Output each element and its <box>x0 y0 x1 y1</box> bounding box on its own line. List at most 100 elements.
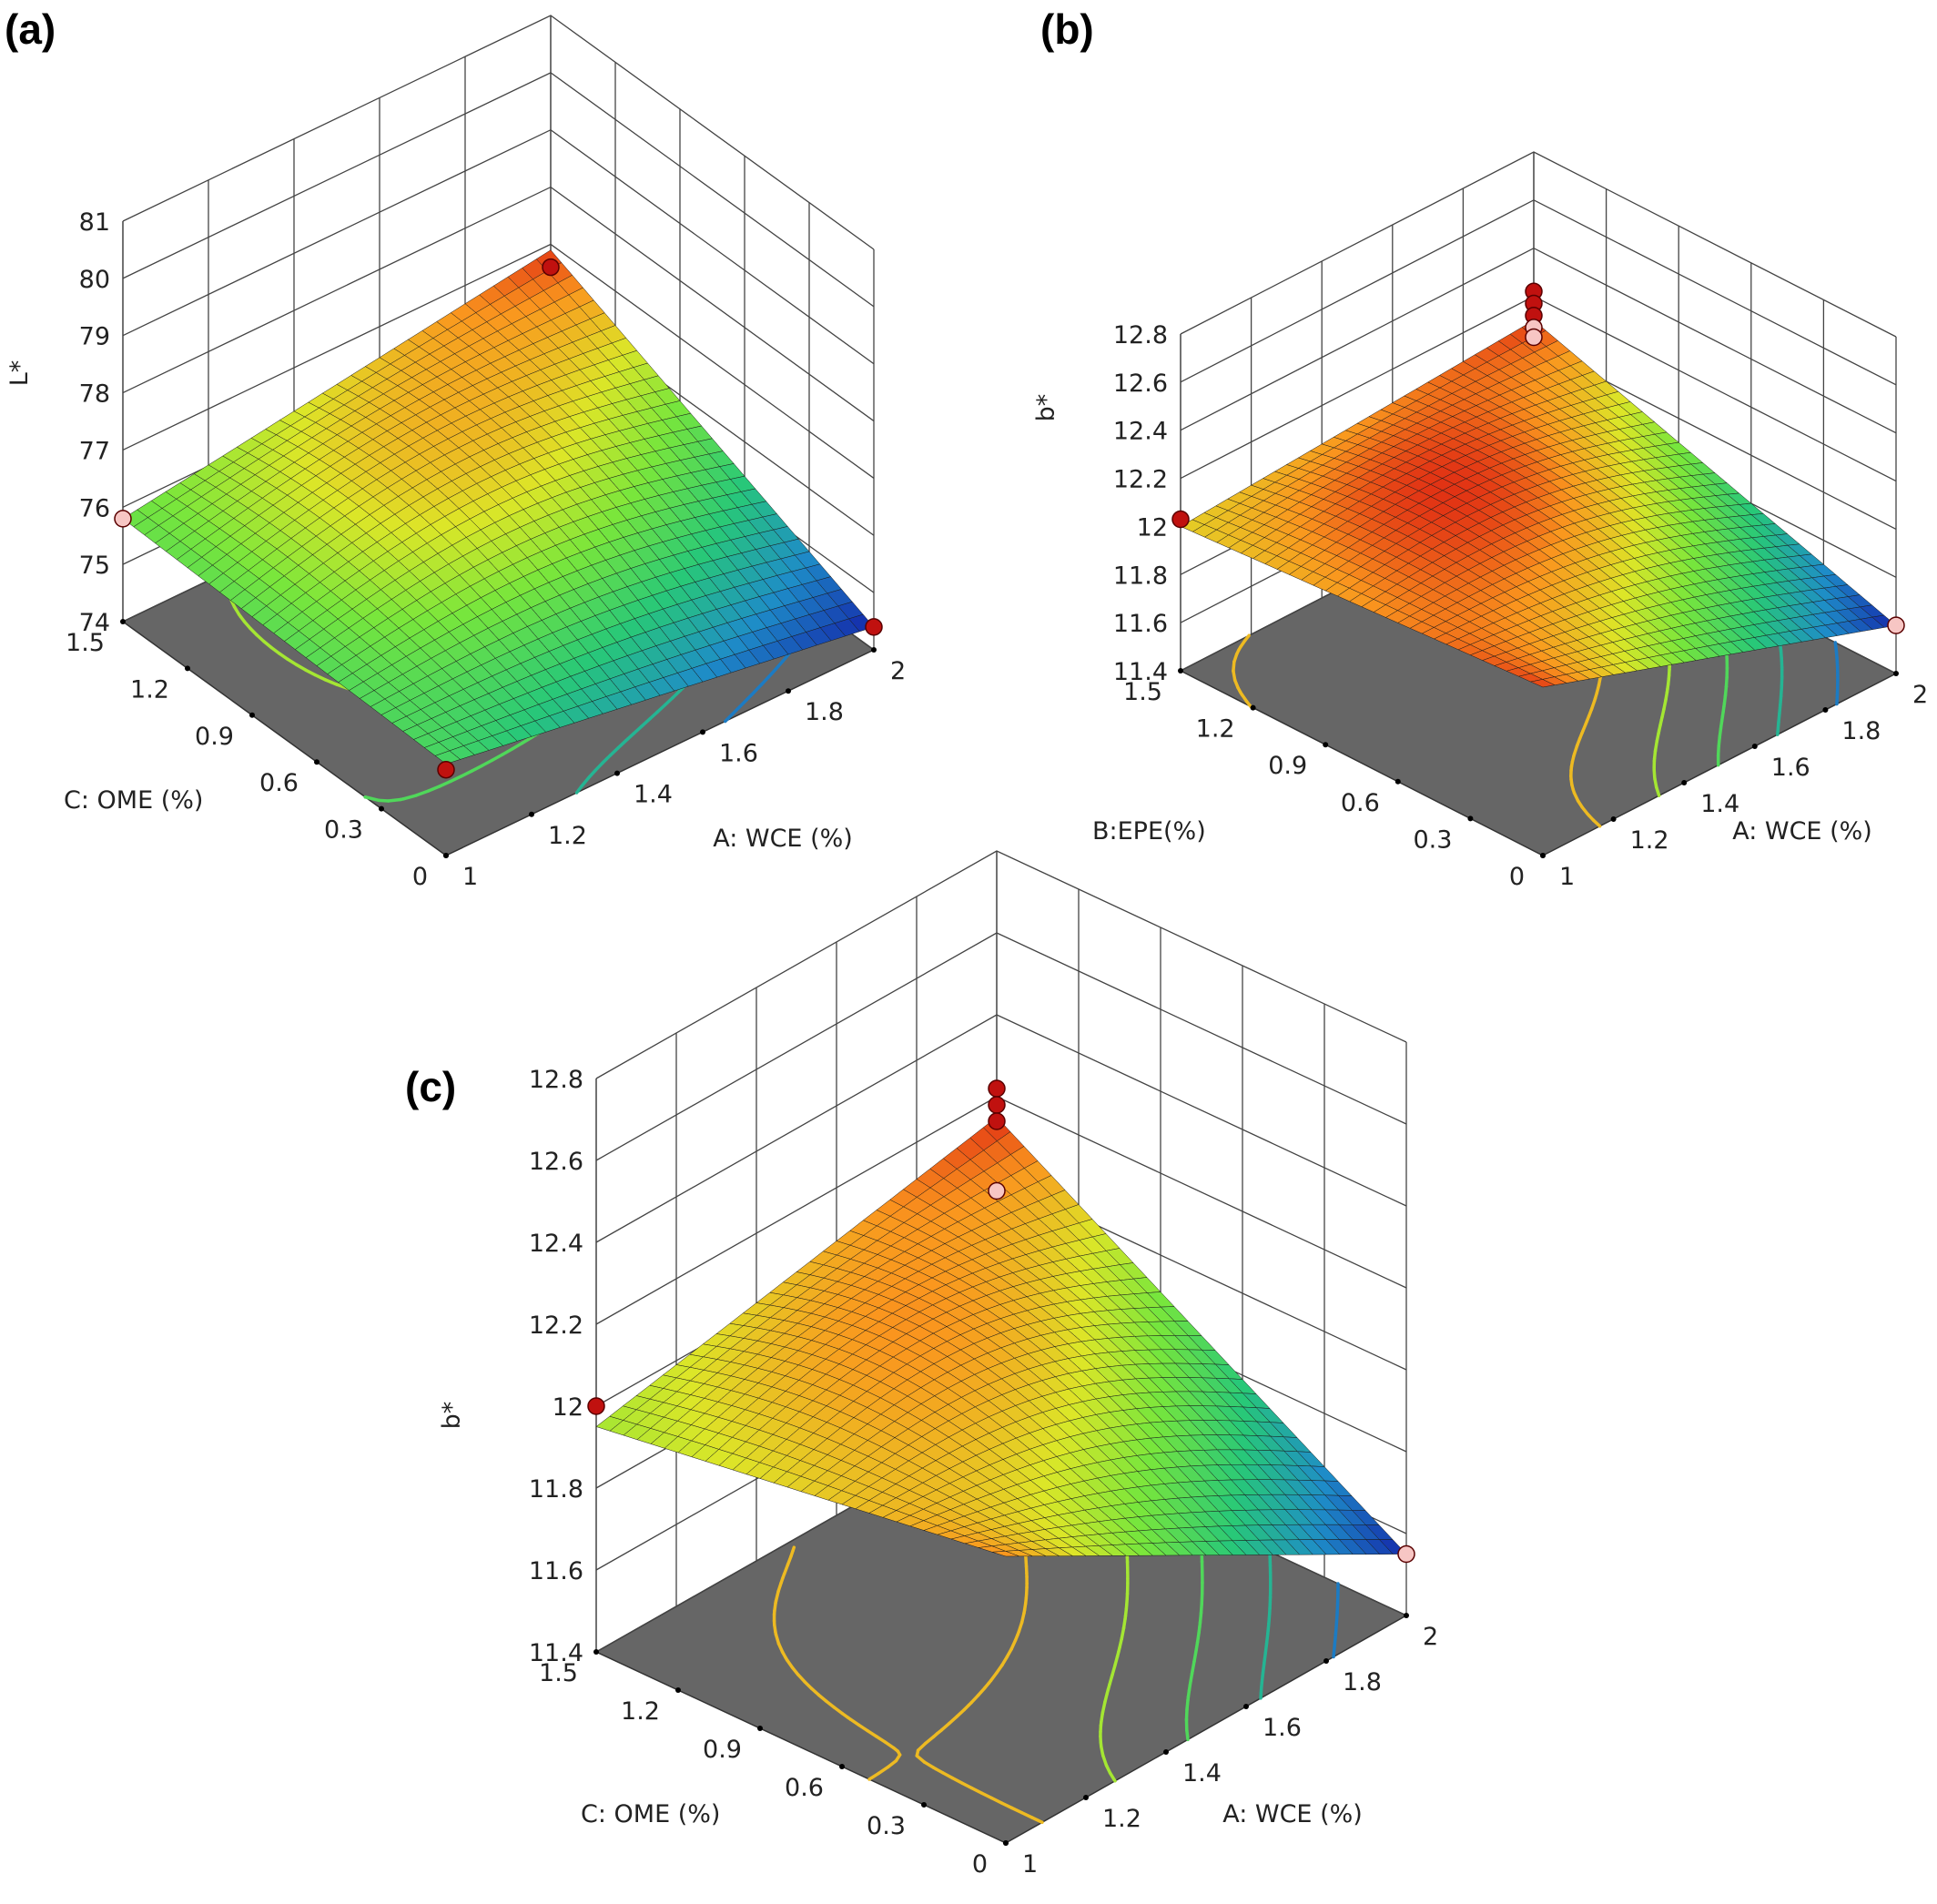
contour-segment <box>426 785 441 793</box>
contour-segment <box>745 690 756 702</box>
grid-line-z <box>122 72 875 308</box>
y-tick-label: 0.6 <box>259 769 299 797</box>
z-tick-label: 12.4 <box>1113 418 1168 446</box>
x-tick-label: 1.8 <box>805 698 844 726</box>
y-tick-mark <box>249 712 255 718</box>
z-tick-label: 12.6 <box>529 1148 583 1176</box>
x-axis-title: A: WCE (%) <box>1732 817 1872 846</box>
z-tick-label: 11.8 <box>1113 562 1168 590</box>
y-tick-label: 0 <box>972 1850 988 1879</box>
contour-segment <box>313 673 328 682</box>
contour-segment <box>730 705 742 716</box>
response-surface <box>595 1117 1407 1557</box>
design-point <box>988 1079 1006 1098</box>
y-tick-label: 1.5 <box>66 629 105 657</box>
contour-segment <box>386 797 402 803</box>
design-point <box>1397 1544 1415 1564</box>
z-tick-label: 76 <box>79 494 110 522</box>
panel-1: (b)11.411.611.81212.212.412.612.811.21.4… <box>1032 5 1928 891</box>
y-tick-mark <box>1323 742 1329 748</box>
panel-0: (a) 74 75 76 77 78 79 80 81 1 1.2 1.4 1.6 1.8 2 0 0.3 0.6… <box>5 5 906 891</box>
x-tick-mark <box>1893 671 1899 676</box>
z-tick-label: 12 <box>553 1393 583 1422</box>
z-axis-title: L* <box>5 360 34 387</box>
x-tick-mark <box>1822 707 1829 713</box>
y-tick-mark <box>921 1802 927 1808</box>
z-tick-label: 74 <box>79 609 110 637</box>
contour-segment <box>752 683 764 694</box>
contour-segment <box>449 775 463 784</box>
contour-segment <box>766 667 778 679</box>
x-tick-mark <box>871 647 877 653</box>
z-tick-label: 12.8 <box>529 1066 583 1094</box>
contour-segment <box>377 798 390 803</box>
y-axis-title: C: OME (%) <box>64 786 203 815</box>
y-tick-mark <box>1394 778 1401 785</box>
x-tick-mark <box>1610 816 1617 822</box>
y-tick-label: 1.2 <box>130 675 169 704</box>
x-axis-title: A: WCE (%) <box>713 825 853 853</box>
y-tick-label: 1.5 <box>539 1659 578 1687</box>
z-tick-label: 79 <box>79 323 110 351</box>
z-tick-label: 78 <box>79 380 110 409</box>
panel-2: (c)11.411.611.81212.212.412.612.811.21.4… <box>405 850 1438 1879</box>
contour-segment <box>608 746 620 757</box>
design-point <box>988 1112 1006 1130</box>
z-tick-label: 75 <box>79 552 110 580</box>
y-tick-mark <box>1178 668 1183 673</box>
z-tick-label: 12.2 <box>1113 466 1168 494</box>
design-point <box>988 1096 1006 1114</box>
z-axis-title: b* <box>438 1402 466 1430</box>
contour-segment <box>480 758 494 768</box>
y-tick-mark <box>593 1649 599 1655</box>
z-tick-label: 12 <box>1137 513 1168 542</box>
contour-segment <box>1833 641 1838 651</box>
z-tick-label: 80 <box>79 266 110 294</box>
x-tick-label: 1 <box>462 863 478 891</box>
y-tick-mark <box>379 805 384 812</box>
y-tick-mark <box>839 1764 845 1769</box>
z-tick-label: 11.6 <box>1113 610 1168 638</box>
y-tick-label: 0.9 <box>703 1736 742 1764</box>
x-tick-mark <box>786 688 791 694</box>
contour-segment <box>511 741 524 751</box>
x-tick-label: 1.4 <box>1700 790 1739 818</box>
design-point <box>114 510 132 528</box>
contour-segment <box>791 1545 796 1553</box>
contour-segment <box>655 703 667 714</box>
x-tick-label: 1.4 <box>634 781 673 809</box>
x-tick-label: 1.8 <box>1343 1668 1382 1696</box>
panel-label: (a) <box>5 5 56 53</box>
x-tick-mark <box>1243 1704 1249 1709</box>
design-point <box>1525 328 1543 347</box>
x-tick-mark <box>700 729 705 735</box>
x-tick-label: 1.2 <box>1630 826 1669 855</box>
contour-segment <box>401 794 419 801</box>
contour-segment <box>470 764 484 773</box>
contour-segment <box>363 795 380 803</box>
contour-segment <box>262 639 273 650</box>
y-tick-label: 0 <box>412 863 428 891</box>
x-tick-mark <box>1163 1749 1169 1755</box>
x-tick-label: 1.6 <box>719 739 758 767</box>
response-surface <box>1180 319 1897 688</box>
response-surface <box>122 249 875 765</box>
y-axis-title: C: OME (%) <box>581 1800 720 1828</box>
contour-segment <box>593 761 604 773</box>
contour-segment <box>491 753 504 762</box>
x-tick-mark <box>614 770 620 776</box>
x-tick-mark <box>529 811 534 817</box>
design-point <box>1887 616 1905 634</box>
contour-segment <box>663 696 674 707</box>
contour-segment <box>438 779 452 788</box>
contour-segment <box>520 735 534 745</box>
y-tick-mark <box>120 619 126 624</box>
y-tick-label: 0 <box>1509 863 1525 891</box>
y-tick-mark <box>1250 704 1256 711</box>
design-point <box>542 258 560 277</box>
contour-segment <box>632 724 644 735</box>
contour-segment <box>1243 633 1251 643</box>
contour-segment <box>294 663 308 672</box>
y-tick-label: 0.3 <box>867 1812 906 1840</box>
y-tick-mark <box>185 665 190 672</box>
